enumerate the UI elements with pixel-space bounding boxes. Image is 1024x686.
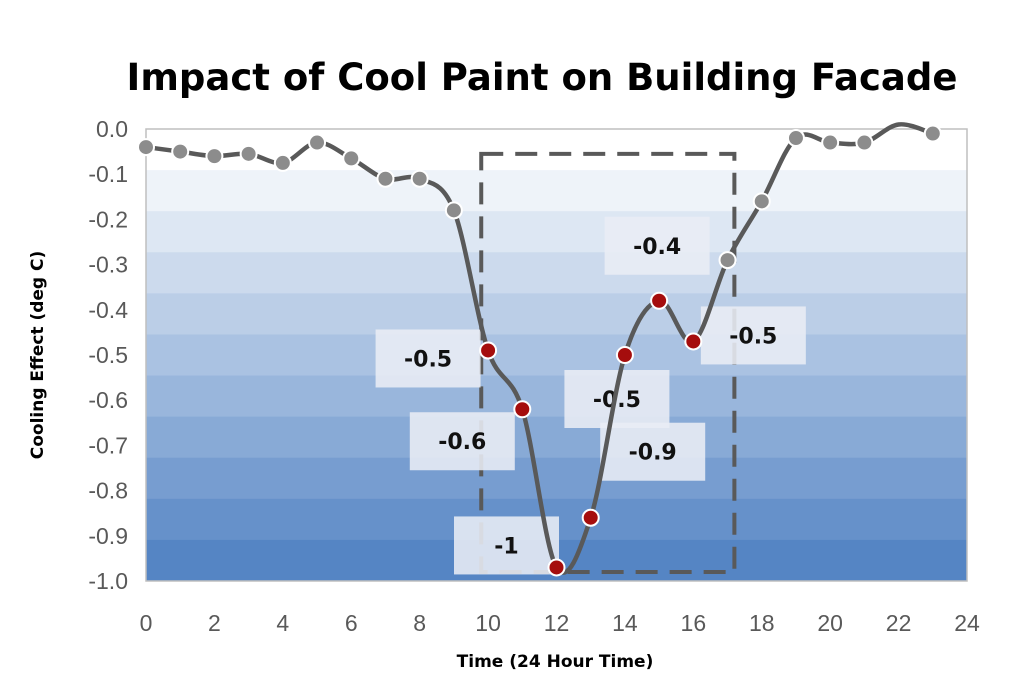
background-band [146,416,967,459]
data-point-highlighted [513,400,532,419]
y-tick-label: -0.9 [88,523,128,549]
x-tick-label: 16 [681,610,707,636]
data-point-highlighted [684,332,703,351]
data-labels: -0.5-0.6-1-0.9-0.5-0.4-0.5 [375,216,806,575]
data-label-15: -0.4 [604,216,710,275]
data-point [821,133,840,152]
x-tick-label: 14 [612,610,638,636]
x-tick-label: 8 [413,610,426,636]
data-point [171,142,190,161]
x-tick-label: 4 [276,610,289,636]
x-tick-label: 18 [749,610,775,636]
data-label-box [600,422,706,481]
data-label-text: -1 [494,534,518,559]
x-tick-label: 12 [544,610,570,636]
background-band [146,334,967,377]
data-label-text: -0.9 [629,441,677,466]
data-label-10: -0.5 [375,329,481,388]
x-axis-ticks: 0 2 4 6 8 10 12 14 16 18 20 22 24 [140,610,980,636]
data-point [376,169,395,188]
data-label-11: -0.6 [409,412,515,471]
data-point-highlighted [650,291,669,310]
y-tick-label: -0.5 [88,342,128,368]
plot-background [145,128,968,582]
data-points [137,124,942,577]
data-point [923,124,942,143]
data-point [444,201,463,220]
data-label-box [604,216,710,275]
y-tick-label: 0.0 [96,116,128,142]
data-label-13: -0.9 [600,422,706,481]
data-label-12: -1 [454,516,559,575]
background-band [146,252,967,294]
data-label-16: -0.5 [700,306,806,365]
x-tick-label: 22 [886,610,912,636]
y-tick-label: -1.0 [88,568,128,594]
x-tick-label: 10 [475,610,501,636]
x-tick-label: 20 [817,610,843,636]
y-tick-label: -0.7 [88,432,128,458]
data-point-highlighted [581,508,600,527]
data-label-text: -0.5 [404,347,452,372]
y-axis-ticks: 0.0 -0.1 -0.2 -0.3 -0.4 -0.5 -0.6 -0.7 -0.8 -0.9 -… [88,116,128,594]
data-label-box [375,329,481,388]
x-axis-label: Time (24 Hour Time) [457,652,654,672]
data-label-text: -0.4 [633,235,681,260]
data-point [273,153,292,172]
x-tick-label: 24 [954,610,980,636]
x-tick-label: 0 [140,610,153,636]
data-label-box [700,306,806,365]
y-tick-label: -0.4 [88,297,128,323]
background-band [146,375,967,418]
y-axis-label: Cooling Effect (deg C) [28,251,48,460]
data-point-highlighted [479,341,498,360]
y-tick-label: -0.1 [88,161,128,187]
data-point [786,129,805,148]
y-tick-label: -0.8 [88,478,128,504]
data-point [855,133,874,152]
data-point [137,138,155,157]
data-label-text: -0.5 [729,324,777,349]
data-point-highlighted [615,346,634,364]
x-tick-label: 2 [208,610,221,636]
data-point [205,147,224,166]
background-band [146,211,967,253]
background-band [146,129,967,171]
data-label-box [454,516,559,575]
y-tick-label: -0.6 [88,387,128,413]
data-label-box [409,412,515,471]
data-point-highlighted [547,558,566,577]
y-tick-label: -0.3 [88,252,128,278]
x-tick-label: 6 [345,610,358,636]
background-band [146,293,967,335]
data-point [239,144,258,163]
chart-title: Impact of Cool Paint on Building Facade [127,56,958,99]
data-point [342,149,361,168]
background-band [146,457,967,500]
data-point [752,192,771,211]
data-point [308,133,327,152]
background-band [146,170,967,212]
y-tick-label: -0.2 [88,206,128,232]
data-point [718,251,737,270]
plot-border [145,128,968,582]
data-label-text: -0.6 [438,430,486,455]
data-point [410,169,429,188]
